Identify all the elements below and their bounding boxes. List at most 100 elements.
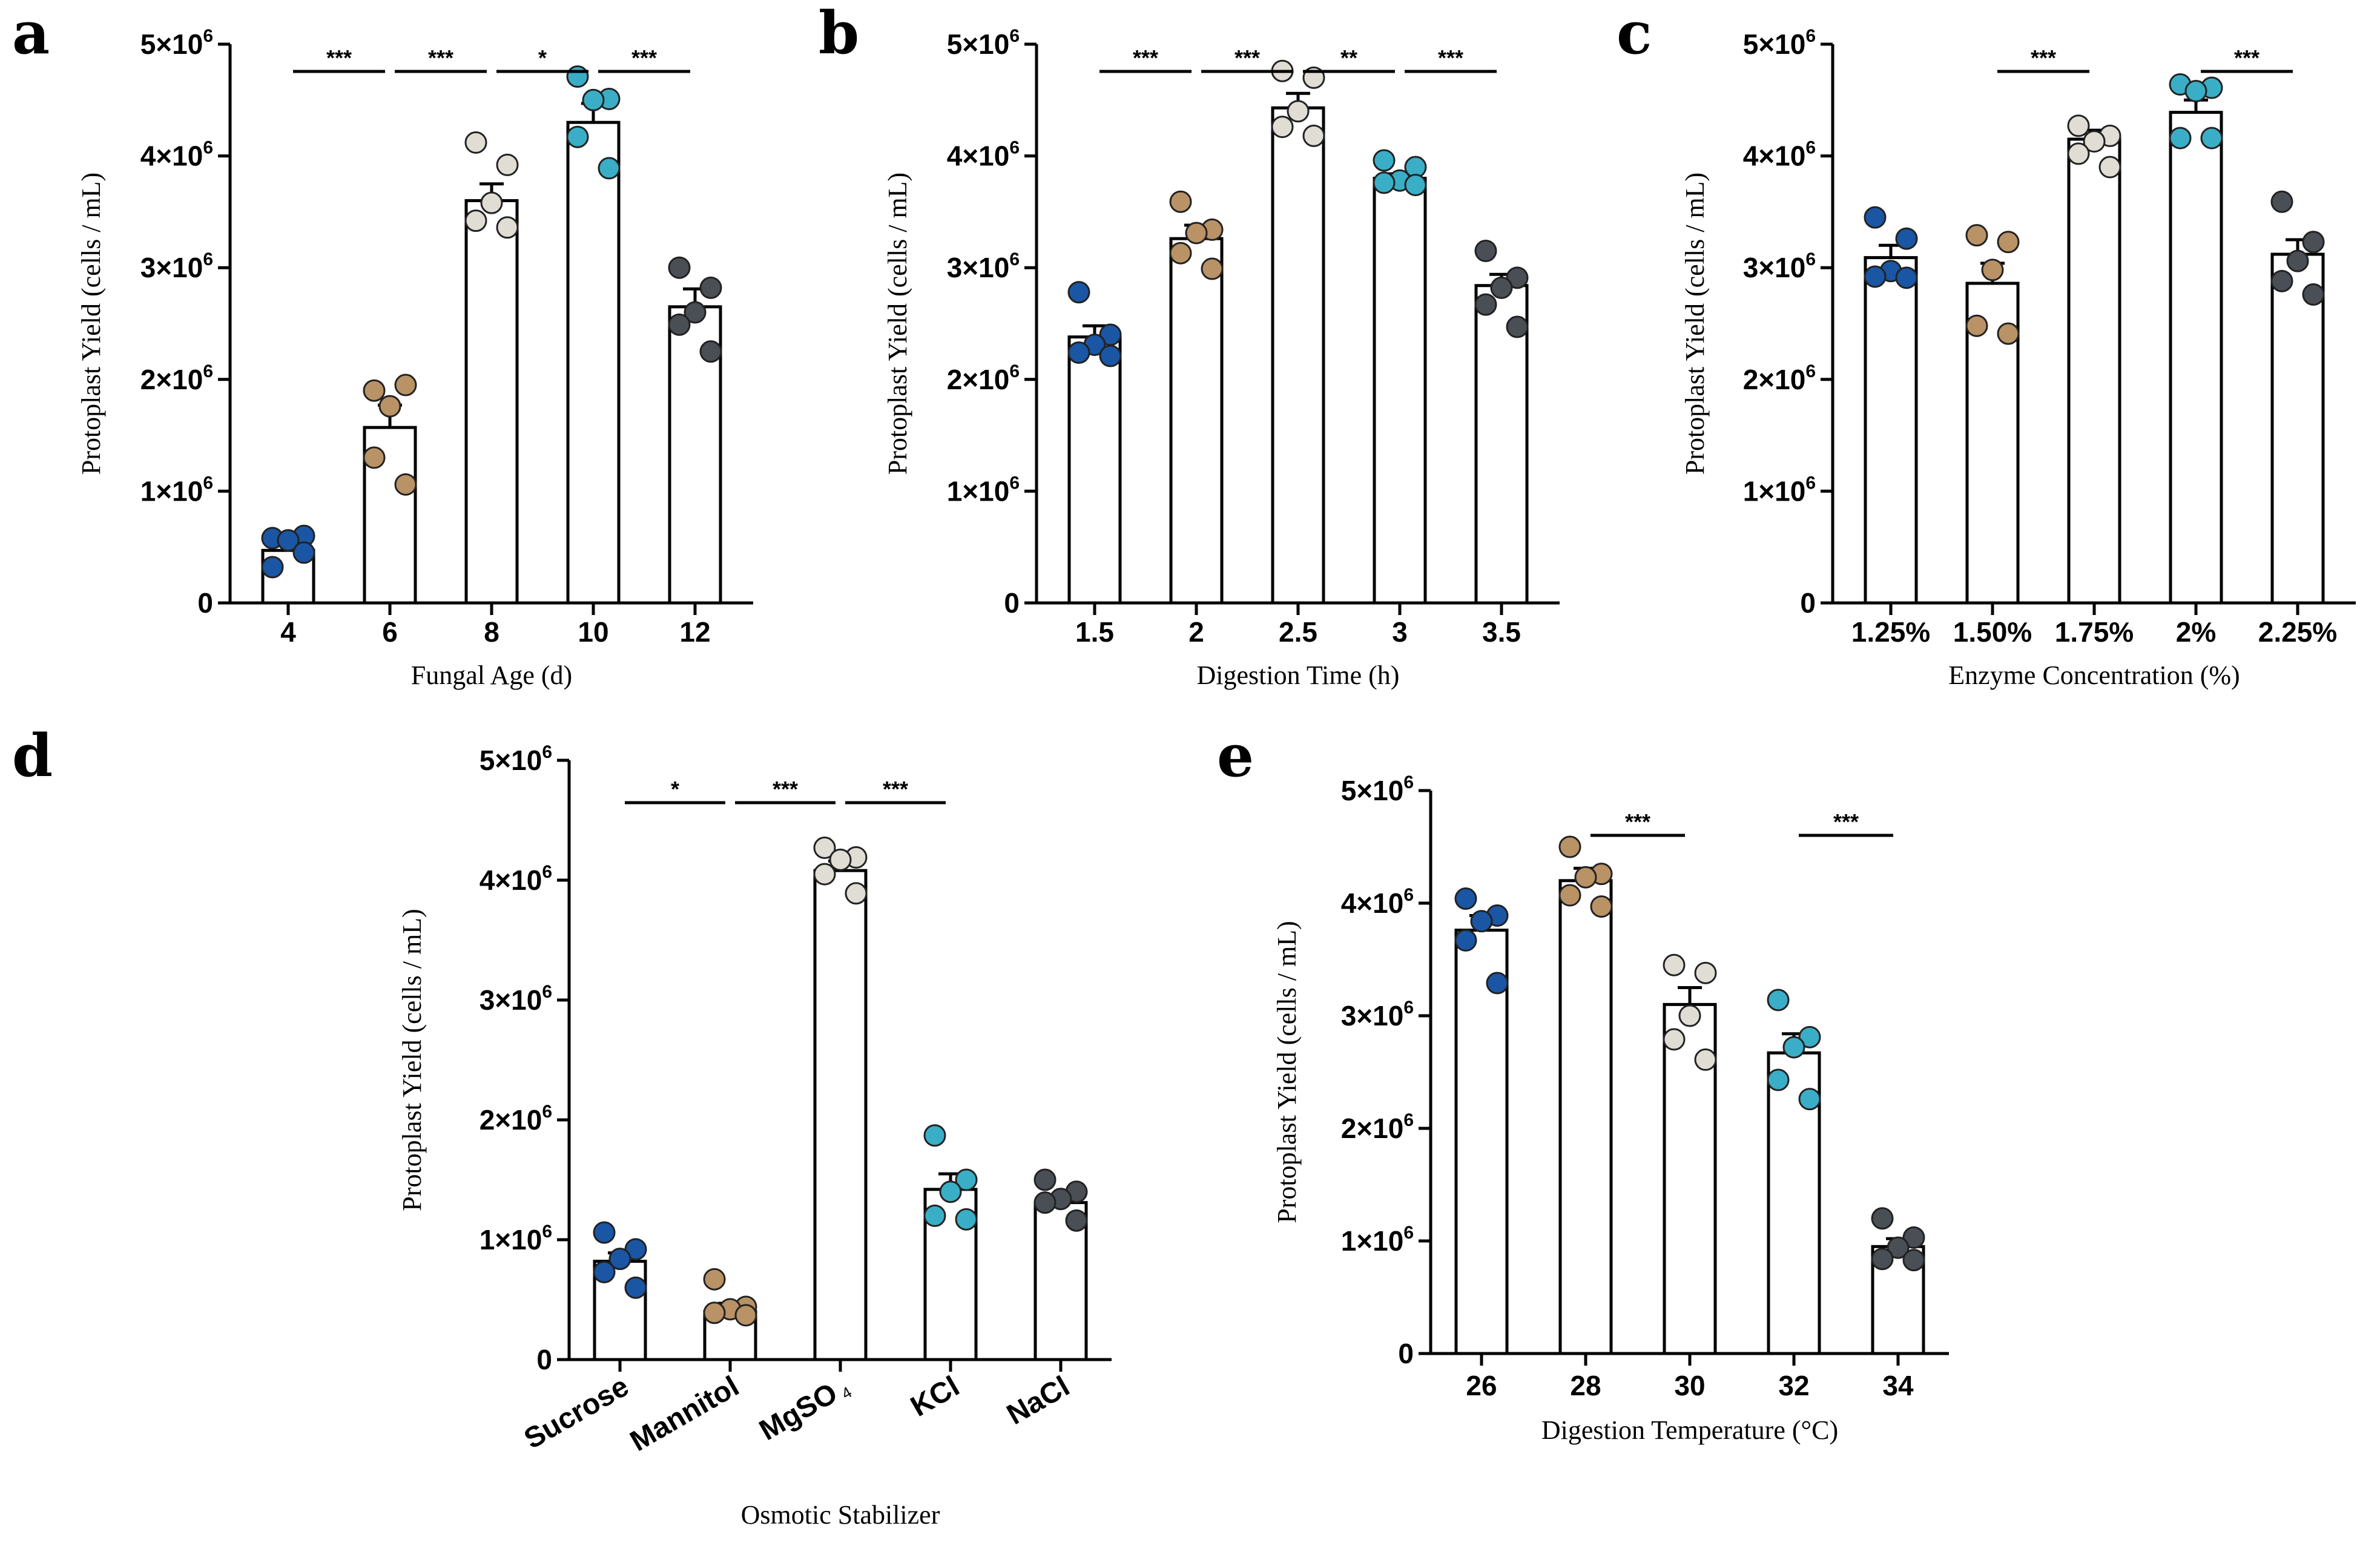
data-point [699, 276, 722, 299]
data-point [699, 340, 722, 363]
x-axis-title: Osmotic Stabilizer [741, 1500, 940, 1530]
significance-label: *** [1438, 45, 1463, 70]
x-tick-label: 32 [1778, 1370, 1809, 1401]
y-tick-label: 2×106 [480, 1102, 552, 1136]
data-point [813, 863, 836, 886]
data-point [2083, 130, 2106, 153]
data-point [2184, 80, 2207, 103]
significance-label: *** [1833, 809, 1859, 834]
data-point [1981, 258, 2004, 281]
data-point [593, 1221, 616, 1244]
y-tick-label: 4×106 [140, 138, 213, 172]
data-point [582, 88, 605, 111]
y-tick-label: 5×106 [1341, 772, 1414, 806]
x-tick-label: 2% [2176, 616, 2216, 648]
y-tick-label: 0 [197, 587, 213, 619]
data-point [378, 395, 401, 418]
data-point [1767, 1068, 1790, 1091]
x-tick-label: 3 [1392, 616, 1408, 648]
data-point [496, 153, 519, 176]
data-point [2286, 249, 2309, 272]
data-point [1033, 1168, 1056, 1191]
x-tick-label: Mannitol [625, 1370, 744, 1458]
x-tick-label: 2 [1188, 616, 1204, 648]
data-point [624, 1276, 647, 1299]
panel-letter: c [1617, 0, 1652, 67]
y-tick-label: 4×106 [947, 138, 1020, 172]
data-point [1454, 929, 1477, 952]
data-point [1767, 989, 1790, 1012]
significance-label: *** [326, 45, 352, 70]
data-point [363, 379, 386, 402]
data-point [1067, 281, 1090, 304]
bar [1373, 177, 1427, 605]
data-point [394, 473, 417, 496]
y-tick-label: 0 [1004, 587, 1020, 619]
data-point [1864, 265, 1887, 288]
bar [1474, 284, 1529, 605]
data-point [1997, 231, 2020, 254]
y-axis-title: Protoplast Yield (cells / mL) [397, 909, 427, 1211]
x-tick-label: 1.75% [2055, 616, 2134, 648]
data-point [1997, 322, 2020, 345]
data-point [939, 1180, 962, 1203]
data-point [1902, 1249, 1925, 1272]
data-point [566, 125, 589, 148]
data-point [1506, 315, 1529, 338]
data-point [1887, 1236, 1910, 1259]
x-tick-label: 26 [1466, 1370, 1497, 1401]
data-point [923, 1204, 946, 1227]
x-tick-label: 1.50% [1953, 616, 2032, 648]
x-tick-label: 34 [1882, 1370, 1914, 1401]
data-point [955, 1168, 978, 1191]
data-point [2270, 269, 2293, 292]
y-tick-label: 2×106 [947, 361, 1020, 395]
x-tick-label: 3.5 [1482, 616, 1521, 648]
y-tick-label: 0 [536, 1344, 552, 1375]
significance-label: ** [1340, 45, 1357, 70]
data-point [1470, 910, 1493, 933]
data-point [1373, 171, 1396, 194]
data-point [608, 1248, 631, 1271]
bar [1454, 929, 1509, 1355]
data-point [464, 131, 487, 154]
data-point [480, 191, 503, 214]
y-tick-label: 5×106 [947, 26, 1020, 60]
panel-letter: e [1217, 722, 1254, 790]
y-tick-label: 3×106 [947, 249, 1020, 283]
y-tick-label: 2×106 [1743, 361, 1816, 395]
x-tick-label: 1.5 [1075, 616, 1114, 648]
y-tick-label: 3×106 [1341, 998, 1414, 1031]
data-point [363, 446, 386, 469]
x-tick-label: 2.25% [2258, 616, 2337, 648]
y-tick-label: 3×106 [480, 982, 552, 1016]
data-point [1033, 1191, 1056, 1214]
y-tick-label: 0 [1398, 1338, 1414, 1369]
data-point [566, 65, 589, 88]
data-point [1099, 344, 1122, 367]
data-point [1663, 1028, 1686, 1051]
data-point [1404, 174, 1427, 197]
bar [1169, 237, 1224, 605]
data-point [1678, 1004, 1701, 1027]
data-point [829, 848, 852, 871]
y-axis-title: Protoplast Yield (cells / mL) [76, 173, 106, 475]
data-point [261, 556, 284, 579]
data-point [1782, 1036, 1805, 1059]
panel-letter: a [12, 0, 50, 67]
y-tick-label: 2×106 [1341, 1110, 1414, 1144]
data-point [668, 313, 691, 336]
data-point [496, 216, 519, 239]
data-point [1558, 835, 1581, 858]
data-point [703, 1268, 726, 1291]
bar [1067, 335, 1122, 605]
bar [2270, 252, 2325, 605]
data-point [1185, 222, 1208, 245]
data-point [1798, 1025, 1821, 1048]
data-point [1965, 314, 1988, 337]
data-point [2200, 127, 2223, 150]
data-point [593, 1260, 616, 1283]
data-point [703, 1301, 726, 1324]
x-tick-label: NaCl [1001, 1370, 1075, 1432]
